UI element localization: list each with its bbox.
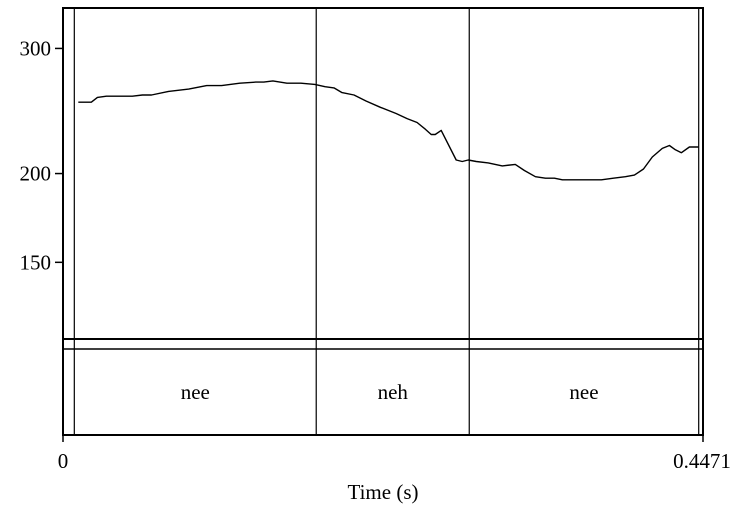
interval-label-2: neh [378,380,409,404]
y-tick-label-300: 300 [20,36,52,60]
x-axis-ticks: 0 0.4471 [58,435,731,473]
x-axis-title: Time (s) [348,480,419,504]
x-tick-label-1: 0 [58,449,69,473]
y-tick-label-200: 200 [20,162,52,186]
plot-frame [62,7,704,436]
axes-layer [62,7,704,436]
y-tick-label-150: 150 [20,250,52,274]
x-tick-label-2: 0.4471 [673,449,731,473]
y-axis-ticks: 300 200 150 [20,36,63,274]
interval-label-3: nee [569,380,598,404]
pitch-curve-1 [78,80,699,181]
interval-label-1: nee [181,380,210,404]
interval-labels: nee neh nee [181,380,599,404]
interval-boundaries [73,8,700,435]
pitch-curve-layer [78,80,699,181]
